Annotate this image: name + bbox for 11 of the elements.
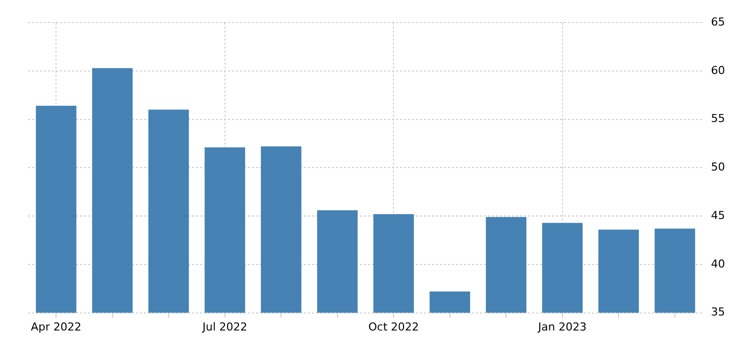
x-tick-label: Oct 2022 <box>368 320 419 334</box>
x-tick-label: Jan 2023 <box>537 320 587 334</box>
y-tick-label: 45 <box>711 208 726 222</box>
y-tick-label: 55 <box>711 112 726 126</box>
y-tick-label: 65 <box>711 15 726 28</box>
y-tick-label: 60 <box>711 64 726 77</box>
x-tick-label: Jul 2022 <box>201 320 248 334</box>
y-tick-label: 40 <box>711 257 726 270</box>
y-tick-label: 50 <box>711 160 726 174</box>
y-tick-label: 35 <box>711 306 726 319</box>
x-tick-label: Apr 2022 <box>30 320 82 334</box>
